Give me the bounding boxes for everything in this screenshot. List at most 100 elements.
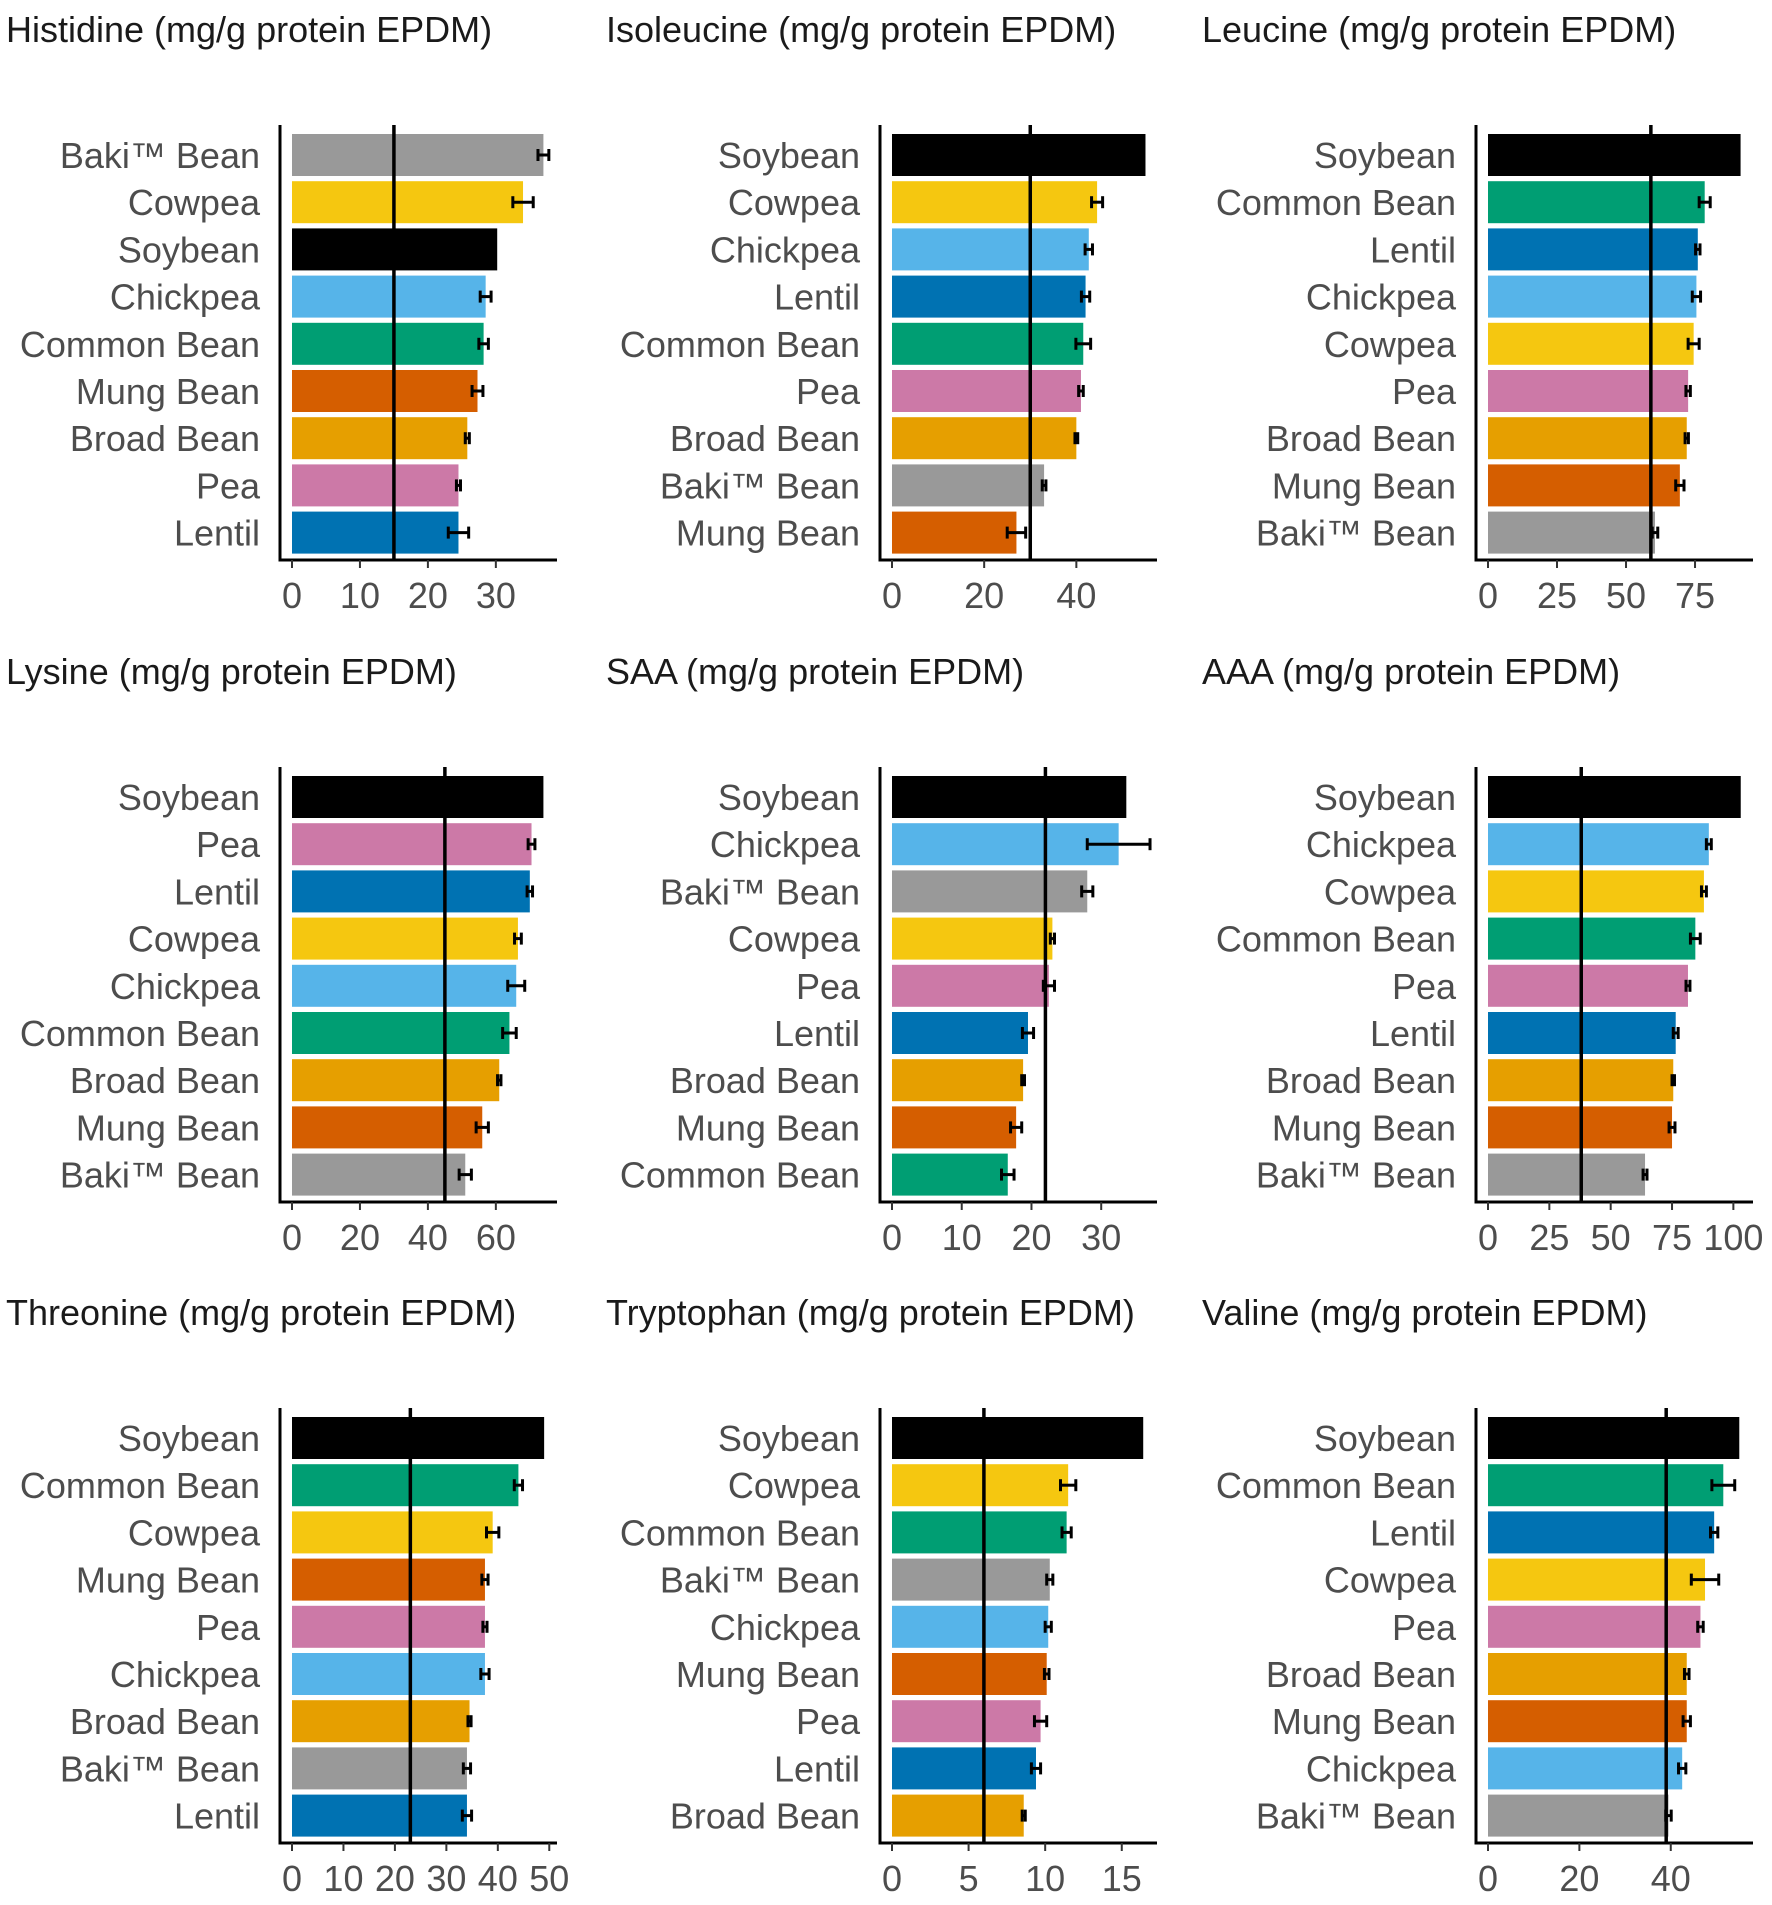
bar-lentil	[892, 1012, 1028, 1054]
x-tick-label: 20	[408, 575, 448, 616]
bar-chickpea	[292, 275, 486, 318]
bar-pea	[292, 823, 532, 866]
bar-pea	[892, 964, 1049, 1007]
category-label-lentil: Lentil	[774, 1013, 860, 1054]
bar-soybean	[292, 1417, 545, 1459]
x-tick-label: 0	[882, 1858, 902, 1899]
category-label-cowpea: Cowpea	[1324, 1560, 1457, 1601]
bar-pea	[1488, 964, 1688, 1007]
category-label-baki-bean: Baki™ Bean	[1256, 1155, 1456, 1196]
x-tick-label: 40	[478, 1858, 518, 1899]
category-label-lentil: Lentil	[774, 1748, 860, 1789]
bar-baki-bean	[1488, 1794, 1669, 1837]
bar-mung-bean	[892, 1106, 1017, 1149]
bar-chickpea	[1488, 1747, 1683, 1790]
category-label-lentil: Lentil	[174, 1796, 260, 1837]
bar-soybean	[1488, 134, 1741, 176]
x-tick-label: 10	[323, 1858, 363, 1899]
panel-title: Isoleucine (mg/g protein EPDM)	[606, 9, 1116, 50]
category-label-broad-bean: Broad Bean	[670, 1060, 860, 1101]
x-tick-label: 75	[1652, 1217, 1692, 1258]
panel-title: Tryptophan (mg/g protein EPDM)	[606, 1292, 1135, 1333]
panel-title: Lysine (mg/g protein EPDM)	[6, 651, 457, 692]
bar-common-bean	[892, 1153, 1008, 1196]
category-label-mung-bean: Mung Bean	[76, 1107, 260, 1148]
bar-cowpea	[292, 917, 518, 960]
x-tick-label: 50	[529, 1858, 569, 1899]
bar-cowpea	[292, 1511, 493, 1554]
bar-soybean	[1488, 1417, 1740, 1459]
bar-chickpea	[1488, 823, 1709, 866]
bar-chickpea	[292, 964, 517, 1007]
bar-lentil	[292, 870, 530, 913]
panel-aaa: AAA (mg/g protein EPDM) Soybean Chickpea Co…	[1202, 651, 1763, 1258]
category-label-common-bean: Common Bean	[620, 1155, 860, 1196]
bar-lentil	[1488, 228, 1698, 271]
category-label-cowpea: Cowpea	[728, 182, 861, 223]
bar-common-bean	[292, 1464, 519, 1507]
category-label-chickpea: Chickpea	[110, 277, 261, 318]
category-label-soybean: Soybean	[1314, 135, 1456, 176]
bar-baki-bean	[292, 1153, 466, 1196]
panel-title: Valine (mg/g protein EPDM)	[1202, 1292, 1648, 1333]
bar-chickpea	[892, 823, 1119, 866]
panel-valine: Valine (mg/g protein EPDM) Soybean Common …	[1202, 1292, 1753, 1899]
bar-baki-bean	[1488, 1153, 1646, 1196]
category-label-baki-bean: Baki™ Bean	[660, 871, 860, 912]
x-tick-label: 25	[1529, 1217, 1569, 1258]
category-label-cowpea: Cowpea	[128, 1512, 261, 1553]
category-label-mung-bean: Mung Bean	[76, 1560, 260, 1601]
x-tick-label: 20	[375, 1858, 415, 1899]
bar-common-bean	[892, 322, 1084, 365]
category-label-lentil: Lentil	[1370, 1013, 1456, 1054]
bar-mung-bean	[292, 1558, 485, 1601]
bar-cowpea	[892, 917, 1053, 960]
category-label-soybean: Soybean	[1314, 777, 1456, 818]
x-tick-label: 0	[282, 1858, 302, 1899]
bar-cowpea	[1488, 1558, 1706, 1601]
category-label-common-bean: Common Bean	[1216, 1465, 1456, 1506]
bar-chickpea	[892, 1605, 1049, 1648]
bar-baki-bean	[892, 464, 1045, 507]
category-label-broad-bean: Broad Bean	[670, 418, 860, 459]
category-label-baki-bean: Baki™ Bean	[60, 1155, 260, 1196]
bar-pea	[892, 1700, 1041, 1743]
bar-broad-bean	[892, 1794, 1024, 1837]
category-label-soybean: Soybean	[718, 777, 860, 818]
x-tick-label: 0	[282, 575, 302, 616]
panel-title: SAA (mg/g protein EPDM)	[606, 651, 1024, 692]
bar-baki-bean	[892, 870, 1088, 913]
category-label-common-bean: Common Bean	[620, 1512, 860, 1553]
category-label-broad-bean: Broad Bean	[70, 1060, 260, 1101]
category-label-chickpea: Chickpea	[710, 1607, 861, 1648]
category-label-lentil: Lentil	[774, 277, 860, 318]
bar-broad-bean	[892, 1059, 1024, 1102]
bar-cowpea	[892, 1464, 1069, 1507]
x-tick-label: 50	[1606, 575, 1646, 616]
category-label-lentil: Lentil	[174, 871, 260, 912]
category-label-chickpea: Chickpea	[1306, 1748, 1457, 1789]
x-tick-label: 60	[476, 1217, 516, 1258]
category-label-pea: Pea	[196, 465, 261, 506]
x-tick-label: 30	[426, 1858, 466, 1899]
category-label-common-bean: Common Bean	[20, 1465, 260, 1506]
x-tick-label: 0	[1478, 1858, 1498, 1899]
category-label-lentil: Lentil	[1370, 1512, 1456, 1553]
bar-lentil	[1488, 1511, 1715, 1554]
x-tick-label: 10	[340, 575, 380, 616]
category-label-mung-bean: Mung Bean	[676, 513, 860, 554]
x-tick-label: 75	[1675, 575, 1715, 616]
category-label-chickpea: Chickpea	[710, 229, 861, 270]
x-tick-label: 30	[476, 575, 516, 616]
panel-threonine: Threonine (mg/g protein EPDM) Soybean Comm…	[6, 1292, 569, 1899]
panel-isoleucine: Isoleucine (mg/g protein EPDM) Soybean Cow…	[606, 9, 1157, 616]
bar-mung-bean	[292, 370, 478, 412]
category-label-lentil: Lentil	[1370, 229, 1456, 270]
panel-leucine: Leucine (mg/g protein EPDM) Soybean Common…	[1202, 9, 1753, 616]
x-tick-label: 10	[942, 1217, 982, 1258]
x-tick-label: 20	[340, 1217, 380, 1258]
panel-title: Threonine (mg/g protein EPDM)	[6, 1292, 516, 1333]
category-label-soybean: Soybean	[118, 1418, 260, 1459]
bar-lentil	[292, 1794, 467, 1837]
